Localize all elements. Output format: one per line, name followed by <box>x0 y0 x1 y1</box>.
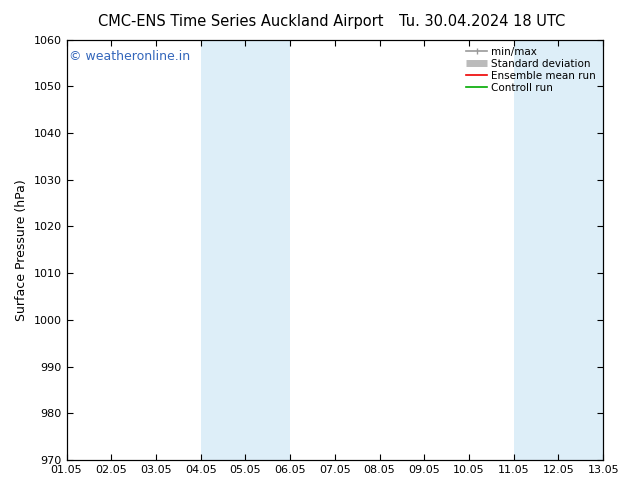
Text: © weatheronline.in: © weatheronline.in <box>69 50 190 63</box>
Text: Tu. 30.04.2024 18 UTC: Tu. 30.04.2024 18 UTC <box>399 14 565 29</box>
Y-axis label: Surface Pressure (hPa): Surface Pressure (hPa) <box>15 179 28 321</box>
Text: CMC-ENS Time Series Auckland Airport: CMC-ENS Time Series Auckland Airport <box>98 14 384 29</box>
Legend: min/max, Standard deviation, Ensemble mean run, Controll run: min/max, Standard deviation, Ensemble me… <box>464 45 598 95</box>
Bar <box>514 40 603 460</box>
Bar <box>201 40 290 460</box>
